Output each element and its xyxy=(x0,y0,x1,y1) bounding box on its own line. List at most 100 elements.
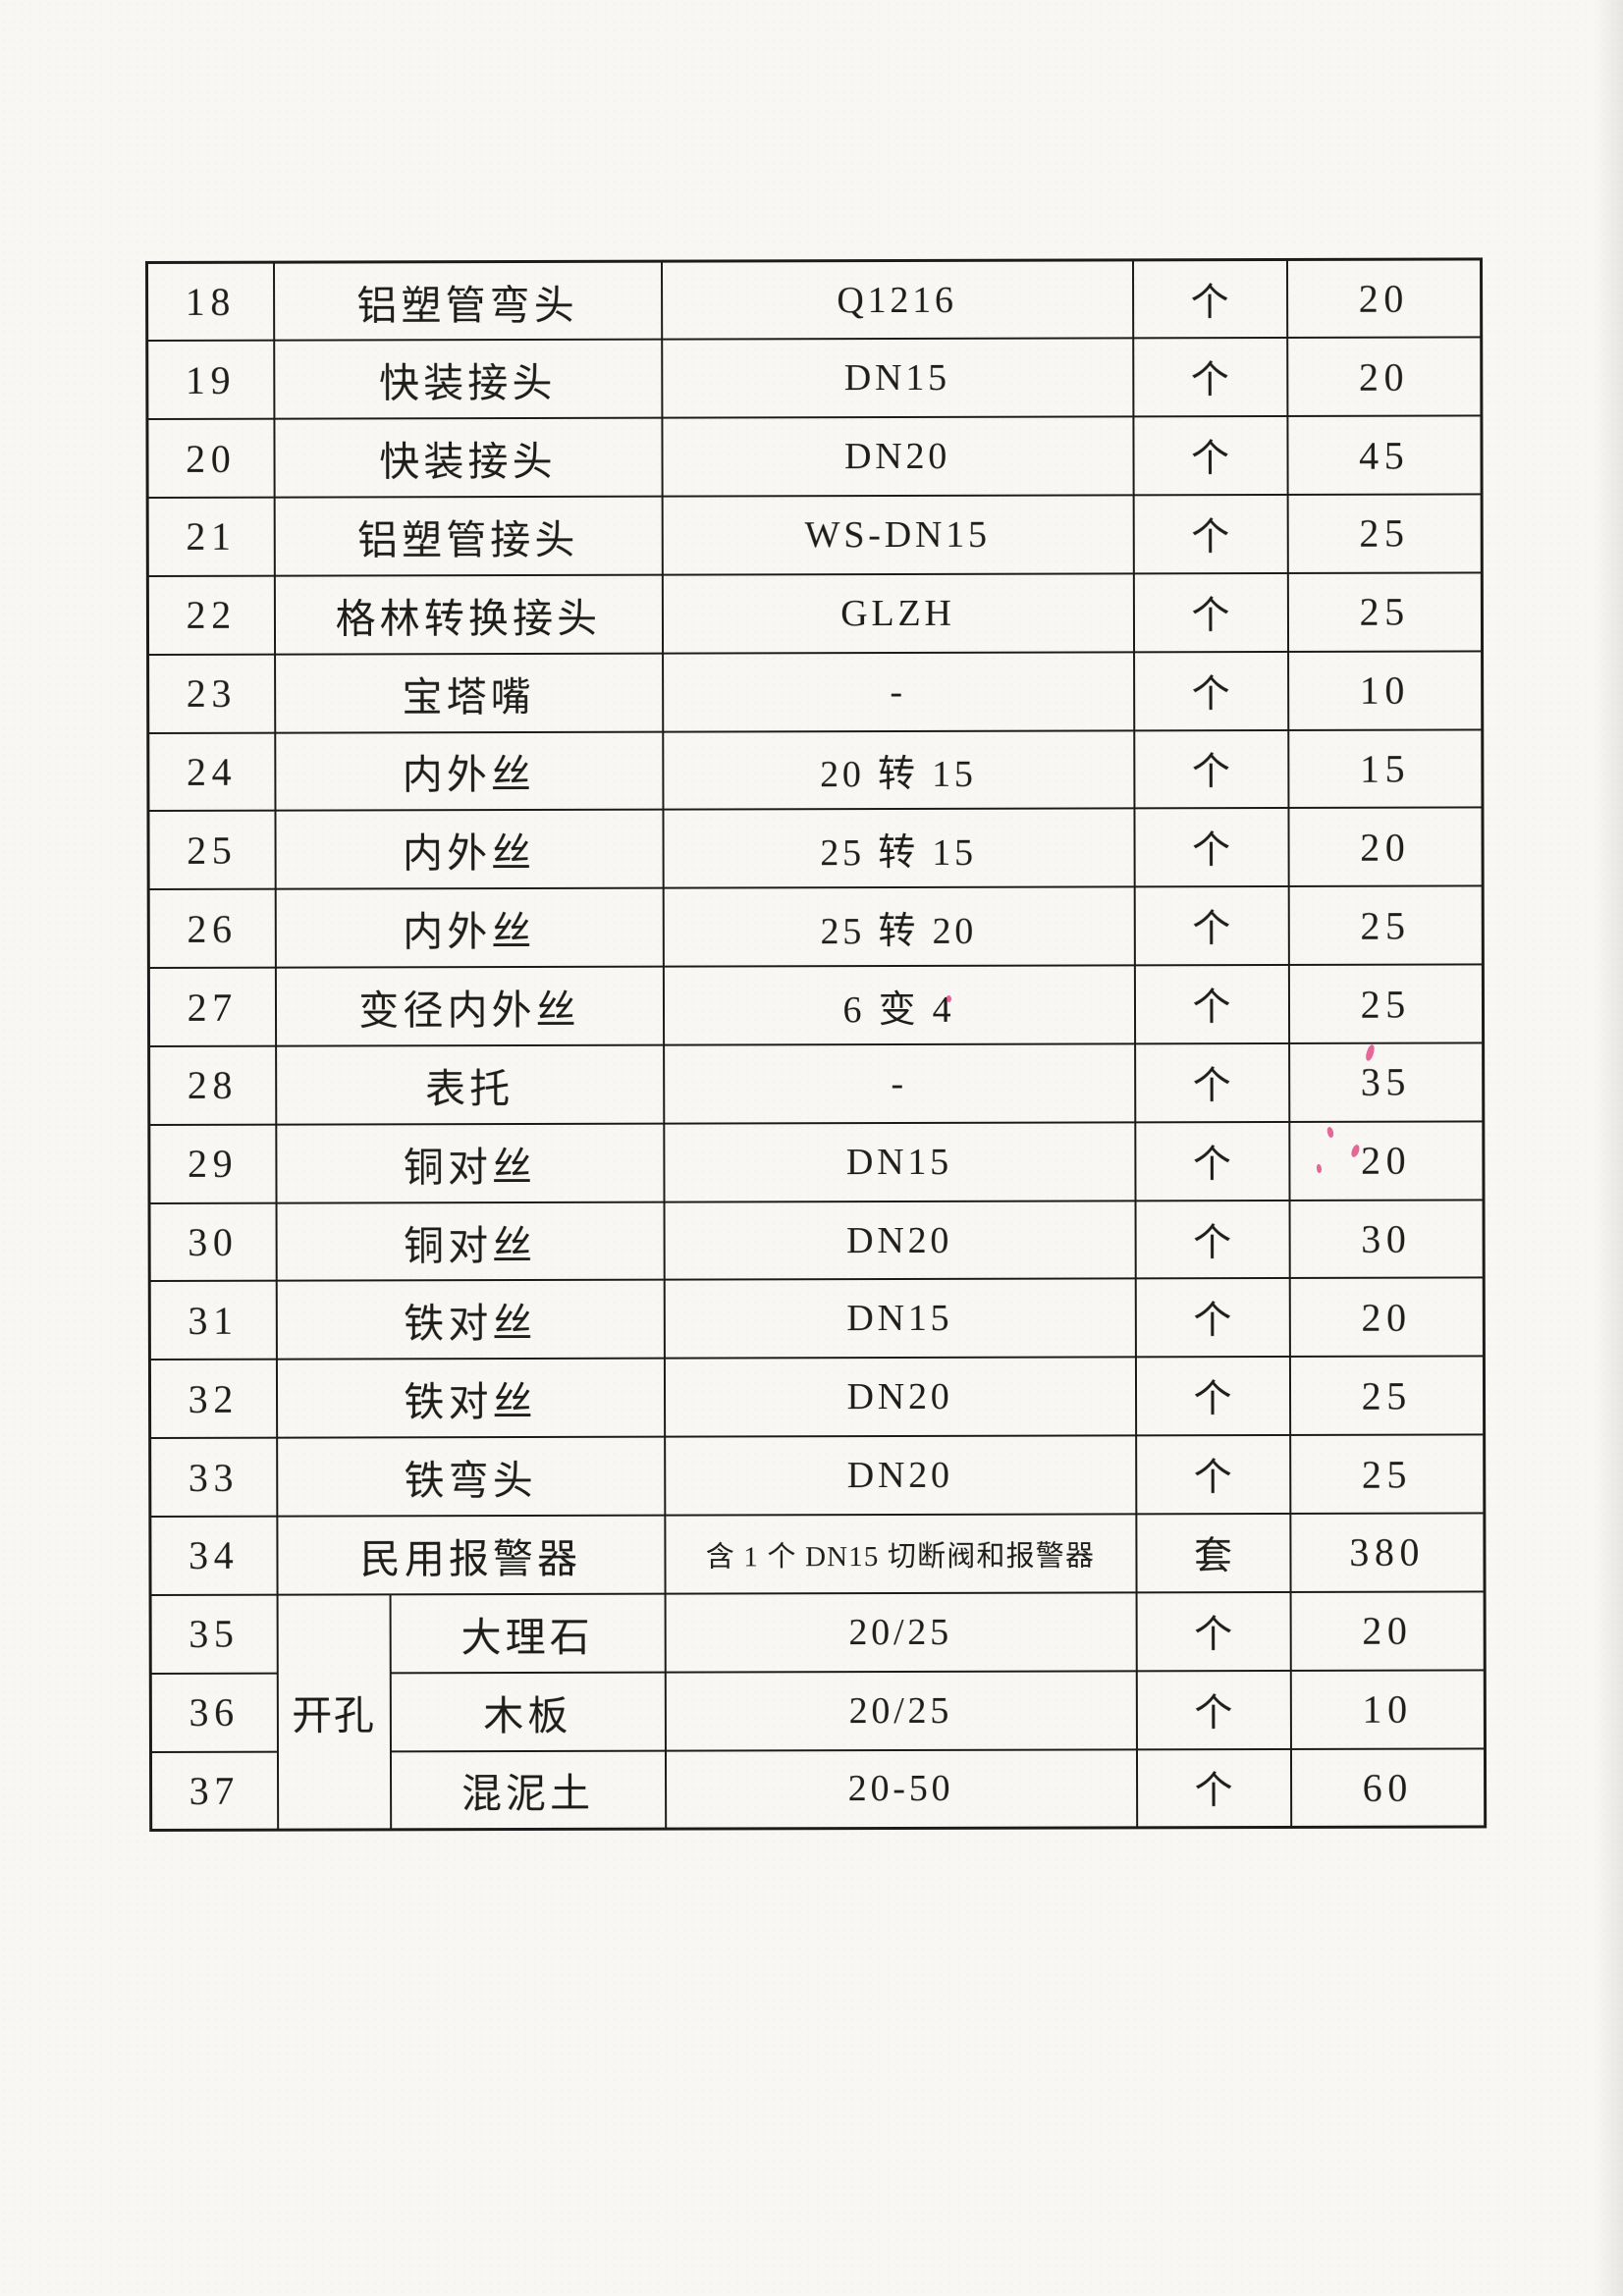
item-unit: 个 xyxy=(1132,338,1287,417)
item-unit: 套 xyxy=(1135,1513,1291,1593)
table-row: 22 格林转换接头 GLZH 个 25 xyxy=(147,572,1483,655)
item-unit: 个 xyxy=(1134,886,1289,966)
item-qty: 20 xyxy=(1286,258,1482,339)
item-spec: GLZH xyxy=(662,573,1134,654)
row-number: 21 xyxy=(147,497,275,576)
table-row: 35 开孔 大理石 20/25 个 20 xyxy=(150,1591,1486,1831)
item-spec: DN15 xyxy=(663,1122,1136,1202)
item-name: 内外丝 xyxy=(274,731,663,812)
row-number: 24 xyxy=(147,732,275,812)
table-row: 20 快装接头 DN20 个 45 xyxy=(146,415,1483,499)
item-spec: DN15 xyxy=(664,1278,1136,1359)
row-number: 34 xyxy=(149,1516,278,1595)
table-row: 31 铁对丝 DN15 个 20 xyxy=(149,1277,1485,1361)
table-row: 28 表托 - 个 35 xyxy=(148,1042,1484,1125)
item-qty: 380 xyxy=(1289,1513,1486,1592)
row-number: 30 xyxy=(149,1202,277,1282)
item-qty: 10 xyxy=(1290,1670,1486,1749)
item-spec: WS-DN15 xyxy=(662,495,1134,575)
item-qty: 45 xyxy=(1286,415,1483,495)
item-qty: 10 xyxy=(1287,651,1483,730)
item-name: 表托 xyxy=(275,1044,664,1125)
item-qty: 15 xyxy=(1287,728,1483,809)
row-number: 33 xyxy=(149,1437,277,1517)
item-spec: DN20 xyxy=(664,1435,1136,1516)
item-qty: 25 xyxy=(1287,494,1483,573)
item-spec: 20/25 xyxy=(665,1592,1137,1673)
item-spec: 20 转 15 xyxy=(662,729,1134,811)
item-name: 铝塑管弯头 xyxy=(273,261,662,342)
row-number: 25 xyxy=(147,811,276,890)
item-unit: 个 xyxy=(1134,1121,1290,1201)
item-spec: 25 转 15 xyxy=(662,808,1135,888)
row-number: 23 xyxy=(147,654,275,733)
item-qty: 25 xyxy=(1287,572,1483,652)
item-spec: 25 转 20 xyxy=(663,886,1135,967)
item-qty: 35 xyxy=(1288,1042,1484,1122)
item-unit: 个 xyxy=(1132,259,1287,339)
row-number: 29 xyxy=(148,1124,277,1203)
item-name: 大理石 xyxy=(390,1593,666,1674)
row-number: 36 xyxy=(150,1673,278,1752)
materials-table-wrap: 18 铝塑管弯头 Q1216 个 20 19 快装接头 DN15 个 20 20 快装接头 DN20 个 4… xyxy=(145,257,1488,1832)
row-number: 18 xyxy=(146,262,274,342)
item-name: 铁对丝 xyxy=(276,1358,665,1438)
row-number: 22 xyxy=(147,575,275,655)
item-qty: 60 xyxy=(1290,1747,1486,1828)
item-unit: 个 xyxy=(1135,1435,1290,1515)
item-name: 铁对丝 xyxy=(276,1280,665,1360)
item-spec: DN20 xyxy=(661,416,1134,497)
item-spec: DN20 xyxy=(664,1357,1136,1437)
item-name: 混泥土 xyxy=(390,1750,666,1830)
row-number: 26 xyxy=(148,888,276,969)
row-number: 28 xyxy=(148,1045,276,1125)
table-row: 23 宝塔嘴 - 个 10 xyxy=(147,651,1483,733)
item-name: 宝塔嘴 xyxy=(274,653,663,733)
row-number: 19 xyxy=(146,341,274,420)
item-unit: 个 xyxy=(1135,1200,1290,1279)
table-row: 34 民用报警器含 1 个 DN15 切断阀和报警器套 380 xyxy=(149,1513,1486,1595)
item-unit: 个 xyxy=(1136,1748,1291,1828)
item-spec: 含 1 个 DN15 切断阀和报警器 xyxy=(664,1514,1137,1594)
item-qty: 20 xyxy=(1290,1591,1486,1671)
item-name: 铝塑管接头 xyxy=(274,496,663,576)
item-qty: 25 xyxy=(1288,885,1484,966)
item-qty: 20 xyxy=(1287,807,1484,887)
row-number: 37 xyxy=(150,1751,278,1831)
item-spec: 20/25 xyxy=(665,1671,1137,1751)
item-spec: 6 变 4 xyxy=(663,965,1135,1045)
item-name: 快装接头 xyxy=(273,339,662,419)
row-number: 27 xyxy=(148,967,276,1046)
materials-table: 18 铝塑管弯头 Q1216 个 20 19 快装接头 DN15 个 20 20 快装接头 DN20 个 4… xyxy=(145,257,1488,1832)
item-qty: 20 xyxy=(1288,1121,1485,1201)
table-row: 19 快装接头 DN15 个 20 xyxy=(146,337,1482,420)
item-spec: - xyxy=(663,1043,1135,1124)
item-qty: 25 xyxy=(1289,1434,1485,1514)
item-name: 快装接头 xyxy=(273,417,663,498)
materials-table-body: 18 铝塑管弯头 Q1216 个 20 19 快装接头 DN15 个 20 20 快装接头 DN20 个 4… xyxy=(146,258,1486,1831)
table-row: 26 内外丝 25 转 20 个 25 xyxy=(148,885,1484,969)
item-name: 格林转换接头 xyxy=(274,574,663,655)
item-name: 内外丝 xyxy=(274,810,664,889)
item-unit: 个 xyxy=(1134,1042,1289,1123)
item-spec: Q1216 xyxy=(661,259,1133,340)
item-name: 民用报警器 xyxy=(276,1515,666,1595)
item-qty: 25 xyxy=(1288,964,1484,1043)
item-name: 铁弯头 xyxy=(276,1436,665,1517)
item-spec: DN20 xyxy=(664,1200,1136,1281)
table-row: 18 铝塑管弯头 Q1216 个 20 xyxy=(146,258,1482,342)
item-qty: 25 xyxy=(1289,1356,1485,1436)
item-name: 变径内外丝 xyxy=(275,966,664,1046)
page-edge-shadow xyxy=(1594,0,1623,2296)
item-unit: 个 xyxy=(1135,1278,1290,1358)
item-name: 铜对丝 xyxy=(275,1123,665,1203)
item-unit: 个 xyxy=(1132,416,1288,496)
table-row: 30 铜对丝 DN20 个 30 xyxy=(149,1200,1485,1282)
row-number: 20 xyxy=(146,418,275,499)
table-row: 27 变径内外丝 6 变 4 个 25 xyxy=(148,964,1484,1046)
table-row: 24 内外丝 20 转 15 个 15 xyxy=(147,728,1483,812)
table-row: 25 内外丝 25 转 15 个 20 xyxy=(147,807,1484,890)
item-unit: 个 xyxy=(1133,729,1288,809)
item-name: 木板 xyxy=(390,1672,666,1751)
item-spec: - xyxy=(662,652,1134,732)
